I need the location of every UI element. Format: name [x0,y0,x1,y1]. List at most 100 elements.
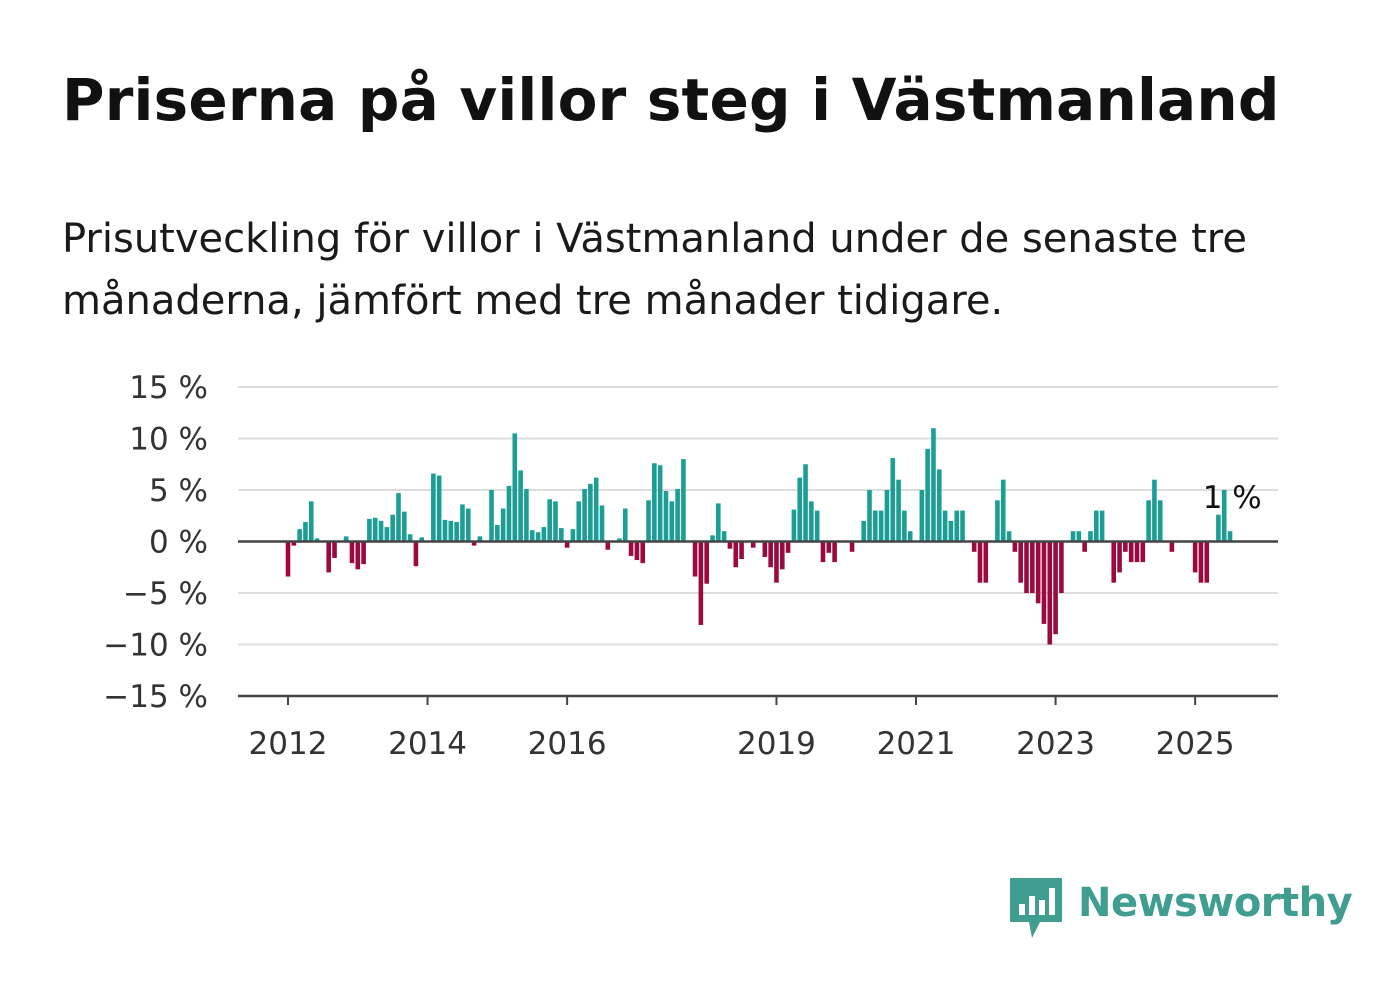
bar [890,458,896,542]
bar [1093,510,1099,542]
bar [355,541,361,570]
bar [460,504,465,542]
bar [925,448,930,542]
bar [1006,531,1012,542]
bar [367,518,372,542]
bar [809,501,814,542]
bar [1030,541,1035,593]
bar [622,508,628,542]
bar [1157,500,1163,542]
bar [314,538,320,542]
bar [448,520,454,542]
bar [605,541,611,550]
tick-labels: 15 % 10 % 5 % 0 % −5 % −10 % −15 % 2012 2014 2016… [103,370,1261,762]
bar [681,459,686,542]
bar [774,541,779,583]
bar [704,541,709,584]
bar [884,490,890,542]
bar [524,488,529,542]
x-tick-label: 2014 [388,726,467,762]
bar [750,541,756,548]
latest-value-annotation: 1 % [1203,480,1262,516]
bar [308,501,314,542]
newsworthy-logo: Newsworthy [1010,878,1353,942]
bar [559,528,564,542]
bar [477,536,483,542]
bar [675,488,680,542]
bar [1047,541,1053,645]
bar [541,527,547,542]
y-tick-label: −5 % [123,576,208,612]
bar [628,541,634,556]
bar [797,477,803,542]
bar [547,499,552,542]
bar [436,475,442,542]
bar [343,536,349,542]
x-tick-label: 2025 [1156,726,1235,762]
bar [1035,541,1041,604]
x-tick-label: 2016 [528,726,607,762]
y-tick-label: −15 % [103,679,208,715]
bar [1204,541,1210,583]
bar [1123,541,1128,552]
bar [739,541,744,560]
bar [1128,541,1134,563]
y-tick-label: 0 % [149,525,208,561]
bar [1134,541,1140,563]
bar [599,505,605,542]
bar [762,541,768,557]
bar [779,541,785,570]
bar [303,521,308,542]
bar [413,541,419,567]
bar [971,541,977,552]
bar [640,541,646,564]
x-tick-label: 2021 [877,726,956,762]
bar [936,469,942,542]
bar [698,541,704,625]
bar [285,541,291,577]
bar [646,500,651,542]
bar [1088,531,1093,542]
gridlines [238,386,1278,646]
bar [465,508,471,542]
bar [553,501,558,542]
bar [419,537,425,542]
bar [593,477,599,542]
bar [768,541,773,568]
bar [1111,541,1117,583]
bar [791,509,797,542]
bar [378,520,384,542]
bar [1070,531,1076,542]
bar [1012,541,1018,552]
bar [931,428,936,542]
bar [512,433,518,542]
bar [582,488,587,542]
bar [669,501,675,542]
y-tick-label: −10 % [103,628,208,664]
bar [1227,531,1233,542]
bar [634,541,640,561]
bar [506,485,512,542]
bar [867,490,872,542]
bar [902,510,907,542]
bar [518,470,523,542]
bar [1117,541,1122,573]
bar [948,520,954,542]
bar [1192,541,1198,573]
chart-title: Priserna på villor steg i Västmanland [62,66,1280,134]
bar [907,531,913,542]
bar [995,500,1000,542]
bar [489,490,494,542]
bar [1152,479,1157,542]
x-tick-label: 2019 [737,726,816,762]
bar [570,529,576,542]
bar [332,541,337,558]
bar [861,520,866,542]
y-tick-label: 10 % [129,422,208,458]
bar [733,541,739,568]
bar [1000,479,1006,542]
bar [826,541,832,553]
bar [529,530,535,542]
bar [878,510,884,542]
chart-subtitle: Prisutveckling för villor i Västmanland … [62,216,1247,324]
